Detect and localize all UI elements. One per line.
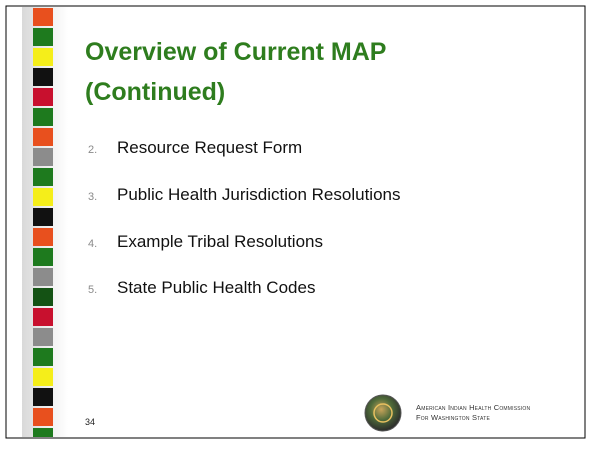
page-number: 34 bbox=[85, 417, 95, 427]
stripe-block bbox=[33, 108, 53, 126]
stripe-block bbox=[33, 128, 53, 146]
logo-ring bbox=[373, 403, 393, 423]
title-line: (Continued) bbox=[85, 78, 225, 106]
logo bbox=[364, 394, 402, 432]
stripe-block bbox=[33, 288, 53, 306]
item-text: Example Tribal Resolutions bbox=[117, 232, 323, 251]
stripe-block bbox=[33, 308, 53, 326]
item-number: 4. bbox=[88, 238, 97, 250]
org-name: For Washington State bbox=[416, 413, 490, 422]
stripe-block bbox=[33, 248, 53, 266]
stripe-block bbox=[33, 188, 53, 206]
stripe-block bbox=[33, 388, 53, 406]
stripe-block bbox=[33, 328, 53, 346]
stripe-block bbox=[33, 268, 53, 286]
stripe-block bbox=[33, 408, 53, 426]
stripe-block bbox=[33, 228, 53, 246]
color-stripe bbox=[33, 8, 53, 437]
slide-frame bbox=[5, 5, 586, 439]
stripe-block bbox=[33, 148, 53, 166]
stripe-block bbox=[33, 428, 53, 437]
stripe-block bbox=[33, 88, 53, 106]
item-text: Public Health Jurisdiction Resolutions bbox=[117, 185, 400, 204]
item-number: 2. bbox=[88, 144, 97, 156]
stripe-block bbox=[33, 168, 53, 186]
stripe-block bbox=[33, 8, 53, 26]
org-name: American Indian Health Commission bbox=[416, 403, 530, 412]
item-number: 3. bbox=[88, 191, 97, 203]
stripe-block bbox=[33, 68, 53, 86]
stripe-block bbox=[33, 48, 53, 66]
stripe-block bbox=[33, 368, 53, 386]
item-number: 5. bbox=[88, 284, 97, 296]
stripe-block bbox=[33, 28, 53, 46]
item-text: Resource Request Form bbox=[117, 138, 302, 157]
item-text: State Public Health Codes bbox=[117, 278, 315, 297]
stripe-block bbox=[33, 348, 53, 366]
stripe-block bbox=[33, 208, 53, 226]
title-line: Overview of Current MAP bbox=[85, 38, 386, 66]
